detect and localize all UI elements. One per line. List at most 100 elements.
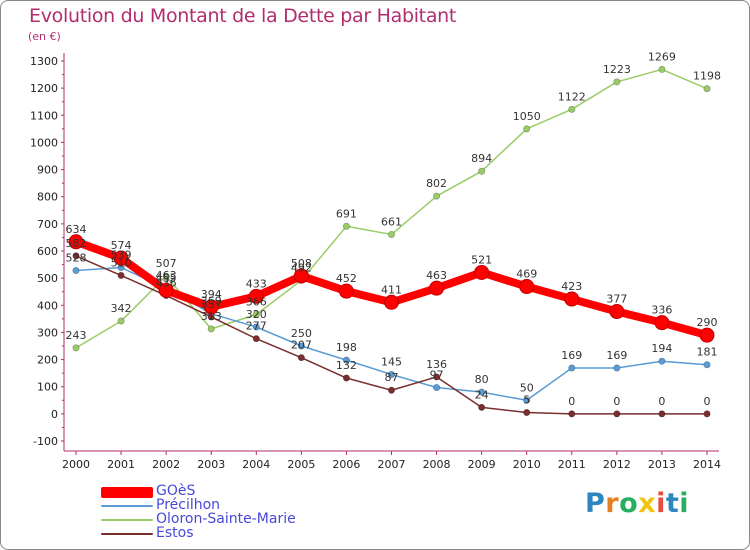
data-point-0	[338, 283, 354, 299]
proxiti-logo: Proxiti	[585, 488, 689, 519]
data-label: 394	[201, 288, 222, 301]
data-label: 336	[651, 304, 672, 317]
data-point-0	[474, 264, 490, 280]
data-point-3	[72, 252, 80, 260]
y-tick-label: 1300	[30, 55, 58, 68]
data-label: 802	[426, 177, 447, 190]
y-tick-label: 900	[37, 164, 58, 177]
x-tick-label: 2014	[693, 458, 721, 471]
y-tick-label: 1100	[30, 109, 58, 122]
data-point-0	[248, 288, 264, 304]
data-label: 97	[430, 369, 444, 382]
data-label: 277	[246, 320, 267, 333]
data-label: 455	[156, 271, 177, 284]
y-tick-label: 800	[37, 191, 58, 204]
data-point-1	[568, 364, 576, 372]
data-label: 24	[475, 388, 489, 401]
data-label: 1198	[693, 70, 721, 83]
data-label: 0	[613, 395, 620, 408]
data-point-1	[433, 384, 441, 392]
data-label: 661	[381, 215, 402, 228]
data-label: 0	[658, 395, 665, 408]
data-label: 132	[336, 359, 357, 372]
data-point-2	[342, 222, 350, 230]
data-label: 0	[704, 395, 711, 408]
data-label: 5	[523, 394, 530, 407]
x-tick-label: 2011	[558, 458, 586, 471]
logo-letter: t	[665, 488, 680, 519]
data-point-3	[478, 403, 486, 411]
data-label: 366	[246, 296, 267, 309]
data-label: 452	[336, 272, 357, 285]
data-point-2	[568, 105, 576, 113]
data-label: 894	[471, 152, 492, 165]
data-label: 1269	[648, 50, 676, 63]
data-label: 433	[246, 277, 267, 290]
data-point-2	[433, 192, 441, 200]
logo-letter: r	[605, 488, 620, 519]
data-label: 136	[426, 358, 447, 371]
data-point-3	[387, 386, 395, 394]
data-label: 634	[66, 223, 87, 236]
x-tick-label: 2006	[332, 458, 360, 471]
data-point-0	[203, 299, 219, 315]
x-tick-label: 2005	[287, 458, 315, 471]
y-tick-label: 400	[37, 299, 58, 312]
data-point-2	[252, 311, 260, 319]
data-label: 469	[516, 268, 537, 281]
data-point-1	[342, 356, 350, 364]
y-tick-label: 700	[37, 218, 58, 231]
data-point-3	[252, 335, 260, 343]
data-label: 582	[66, 237, 87, 250]
data-point-0	[158, 282, 174, 298]
y-tick-label: 300	[37, 326, 58, 339]
data-label: 50	[520, 381, 534, 394]
data-label: 198	[336, 341, 357, 354]
y-tick-label: 100	[37, 381, 58, 394]
logo-letter: o	[619, 488, 639, 519]
data-point-3	[433, 373, 441, 381]
data-point-1	[387, 370, 395, 378]
legend-label: Précilhon	[156, 497, 221, 513]
data-point-2	[658, 65, 666, 73]
data-point-2	[72, 344, 80, 352]
x-tick-label: 2010	[513, 458, 541, 471]
data-label: 528	[66, 252, 87, 265]
data-label: 436	[156, 277, 177, 290]
data-point-2	[387, 230, 395, 238]
chart-title: Evolution du Montant de la Dette par Hab…	[29, 5, 457, 27]
data-point-3	[117, 271, 125, 279]
y-tick-label: 1200	[30, 82, 58, 95]
data-label: 508	[291, 257, 312, 270]
logo-letter: i	[679, 488, 690, 519]
data-point-0	[429, 280, 445, 296]
logo-letter: P	[585, 488, 606, 519]
data-label: 243	[66, 329, 87, 342]
data-point-1	[252, 323, 260, 331]
data-label: 492	[291, 261, 312, 274]
data-label: 510	[111, 256, 132, 269]
data-label: 411	[381, 283, 402, 296]
data-point-2	[523, 125, 531, 133]
data-point-2	[117, 317, 125, 325]
legend-swatch	[101, 519, 153, 521]
x-tick-label: 2004	[242, 458, 270, 471]
data-point-2	[207, 325, 215, 333]
data-point-0	[699, 327, 715, 343]
data-label: 87	[385, 371, 399, 384]
data-label: 313	[201, 310, 222, 323]
data-point-2	[613, 78, 621, 86]
data-label: 207	[291, 339, 312, 352]
data-point-3	[523, 408, 531, 416]
data-point-0	[68, 234, 84, 250]
data-point-1	[523, 396, 531, 404]
y-tick-label: 0	[51, 408, 58, 421]
data-label: 0	[568, 395, 575, 408]
data-label: 169	[561, 349, 582, 362]
data-point-3	[297, 354, 305, 362]
data-label: 290	[697, 316, 718, 329]
x-tick-label: 2012	[603, 458, 631, 471]
data-point-1	[478, 388, 486, 396]
